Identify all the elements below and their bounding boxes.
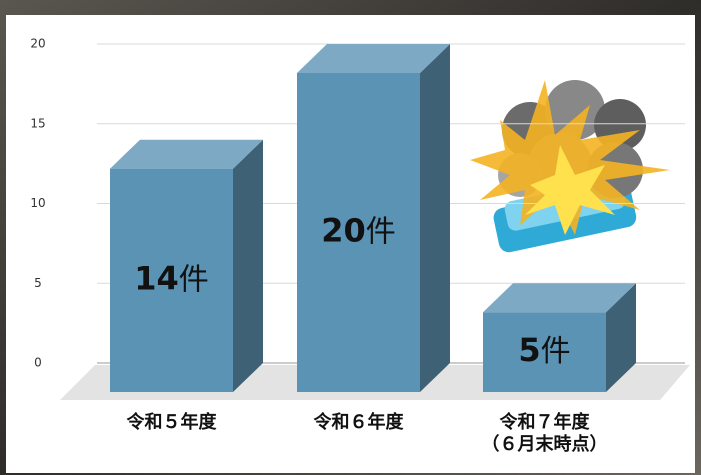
bar-front bbox=[297, 73, 420, 392]
bar bbox=[483, 283, 636, 392]
y-tick-label: 15 bbox=[30, 116, 45, 130]
value-label: 5件 bbox=[518, 331, 570, 369]
value-label: 20件 bbox=[321, 212, 396, 250]
explosion-illustration bbox=[470, 80, 670, 253]
bar bbox=[110, 139, 263, 392]
bar-top bbox=[110, 139, 263, 169]
bar-front bbox=[483, 312, 606, 392]
y-tick-label: 20 bbox=[30, 37, 45, 51]
value-label: 14件 bbox=[134, 259, 209, 297]
bar-side bbox=[606, 283, 636, 392]
bar-top bbox=[483, 283, 636, 313]
x-tick-label: 令和５年度 bbox=[126, 411, 218, 433]
bar-side bbox=[420, 44, 450, 392]
y-tick-label: 10 bbox=[30, 196, 45, 210]
bar-top bbox=[297, 44, 450, 73]
y-tick-label: 0 bbox=[34, 356, 42, 370]
bar-front bbox=[110, 168, 233, 392]
x-tick-label: 令和６年度 bbox=[313, 411, 405, 433]
x-tick-label: 令和７年度（６月末時点） bbox=[482, 411, 608, 455]
bar bbox=[297, 44, 450, 392]
bar-side bbox=[233, 139, 263, 392]
y-tick-label: 5 bbox=[34, 276, 42, 290]
